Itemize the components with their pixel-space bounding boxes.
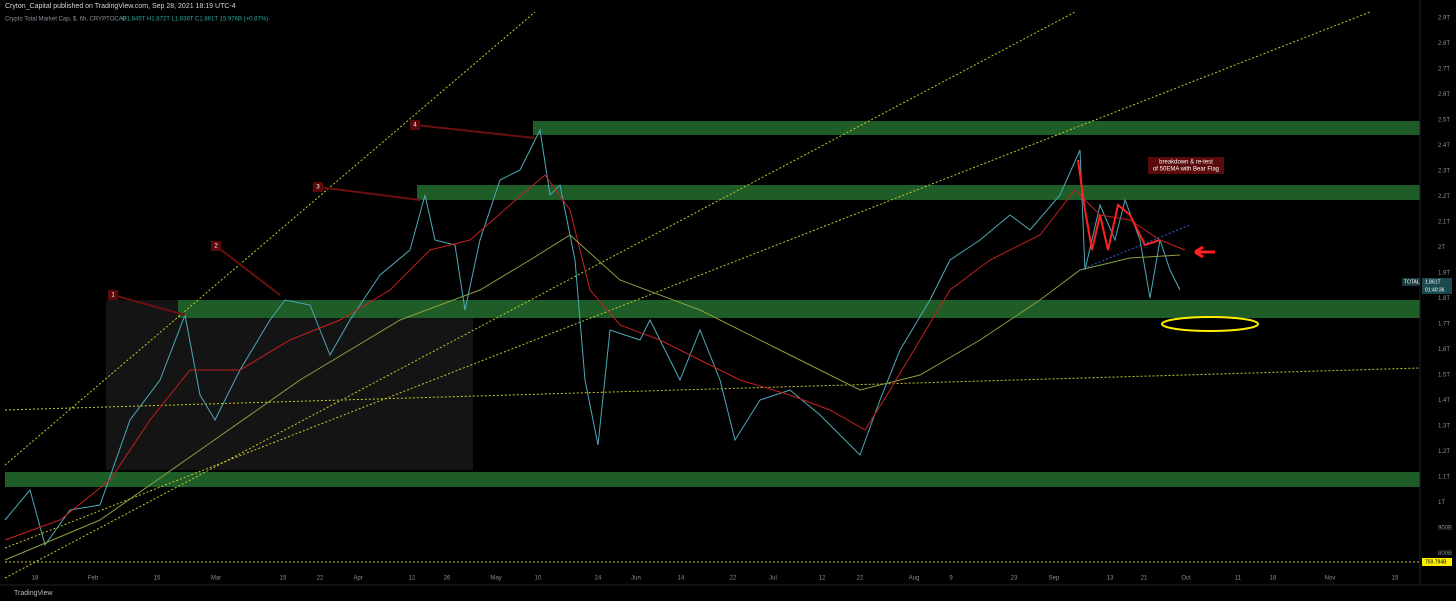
bear-flag [1077, 159, 1161, 251]
x-tick-label: 18 [1270, 576, 1277, 582]
price: 1.861T [1425, 279, 1441, 285]
low-tag [1422, 558, 1452, 566]
x-axis: 18 Feb 15 Mar 15 22 Apr 12 26 May 10 24 Jun 14 22 Jul 12… [32, 576, 1399, 582]
x-tick-label: 18 [32, 576, 39, 582]
trendlines [4, 11, 1421, 579]
markers: 1 2 3 4 [108, 120, 536, 316]
y-tick-label: 800B [1438, 551, 1452, 557]
x-tick-label: 22 [317, 576, 324, 582]
trendline [4, 11, 1076, 579]
x-tick-label: 22 [857, 576, 864, 582]
x-tick-label: Oct [1181, 576, 1191, 582]
x-tick-label: Sep [1049, 576, 1060, 582]
x-tick-label: 15 [154, 576, 161, 582]
x-tick-label: 9 [949, 576, 953, 582]
marker-label: 1 [111, 293, 115, 299]
marker-box [211, 241, 221, 251]
x-tick-label: Feb [88, 576, 99, 582]
y-tick-label: 900B [1438, 526, 1452, 532]
y-tick-label: 1.8T [1438, 296, 1450, 302]
y-tick-label: 1.6T [1438, 347, 1450, 353]
y-tick-label: 2.1T [1438, 220, 1450, 226]
x-tick-label: Apr [353, 576, 362, 582]
trendline [4, 11, 536, 466]
zone [533, 121, 1420, 135]
y-tick-label: 2T [1438, 245, 1445, 251]
y-tick-label: 2.4T [1438, 143, 1450, 149]
y-tick-label: 1.2T [1438, 449, 1450, 455]
y-tick-label: 2.3T [1438, 169, 1450, 175]
x-tick-label: Nov [1325, 576, 1336, 582]
x-tick-label: 12 [409, 576, 416, 582]
x-tick-label: 12 [819, 576, 826, 582]
y-tick-label: 1.7T [1438, 322, 1450, 328]
y-tick-label: 2.2T [1438, 194, 1450, 200]
marker-box [313, 182, 323, 192]
note-line: of 50EMA with Bear Flag [1153, 167, 1219, 173]
y-tick-label: 1.3T [1438, 424, 1450, 430]
marker-box [108, 290, 118, 300]
x-tick-label: 15 [1392, 576, 1399, 582]
y-tick-label: 2.7T [1438, 67, 1450, 73]
x-tick-label: 21 [1141, 576, 1148, 582]
ema-50 [4, 174, 1186, 541]
y-tick-label: 1.1T [1438, 475, 1450, 481]
footer: TradingView [14, 590, 53, 597]
price-tag [1422, 278, 1452, 294]
x-tick-label: 15 [280, 576, 287, 582]
x-tick-label: Jun [631, 576, 641, 582]
marker-box [410, 120, 420, 130]
y-tick-label: 2.9T [1438, 16, 1450, 22]
price [4, 128, 1181, 547]
x-tick-label: 10 [535, 576, 542, 582]
countdown: 01:40:36 [1425, 287, 1445, 293]
y-tick-label: 1T [1438, 500, 1445, 506]
x-tick-label: Jul [769, 576, 777, 582]
y-tick-label: 2.6T [1438, 92, 1450, 98]
x-tick-label: Mar [211, 576, 221, 582]
x-tick-label: 24 [595, 576, 602, 582]
x-tick-label: 14 [678, 576, 685, 582]
y-tick-label: 2.5T [1438, 118, 1450, 124]
marker-pointer [112, 294, 186, 316]
target [1161, 316, 1259, 332]
tag-symbol: TOTAL [1404, 279, 1420, 285]
x-tick-label: May [490, 576, 501, 582]
marker-label: 2 [214, 244, 218, 250]
y-tick-label: 1.4T [1438, 398, 1450, 404]
tag [1402, 278, 1420, 286]
zone [5, 472, 1420, 487]
marker-pointer [317, 186, 421, 201]
range-box [106, 300, 473, 470]
x-tick-label: 26 [444, 576, 451, 582]
zones [5, 121, 1420, 487]
ohlc: O1.845T H1.872T L1.836T C1.861T 15.976B … [122, 17, 268, 23]
x-tick-label: Aug [909, 576, 920, 582]
low-tag-text: 759.794B [1425, 559, 1447, 565]
marker-label: 3 [316, 185, 320, 191]
x-tick-label: 11 [1235, 576, 1242, 582]
zone [178, 300, 1420, 318]
publisher: Cryton_Capital published on TradingView.… [5, 3, 236, 10]
note-line: breakdown & re-test [1159, 160, 1213, 166]
arrow [1194, 245, 1215, 259]
x-tick-label: 22 [730, 576, 737, 582]
y-tick-label: 1.5T [1438, 373, 1450, 379]
x-tick-label: 23 [1011, 576, 1018, 582]
marker-label: 4 [413, 123, 417, 129]
trendline [4, 11, 1371, 549]
zone [417, 185, 1420, 200]
y-axis: 2.9T 2.8T 2.7T 2.6T 2.5T 2.4T 2.3T 2.2T 2.1T 2T 1.… [1438, 16, 1452, 558]
ema-200 [4, 234, 1181, 561]
y-tick-label: 2.8T [1438, 41, 1450, 47]
marker-pointer [414, 124, 536, 139]
x-tick-label: 13 [1107, 576, 1114, 582]
note-box [1148, 157, 1224, 174]
symbol: Crypto Total Market Cap, $, 6h, CRYPTOCA… [5, 17, 127, 23]
marker-pointer [215, 245, 281, 296]
y-tick-label: 1.9T [1438, 271, 1450, 277]
